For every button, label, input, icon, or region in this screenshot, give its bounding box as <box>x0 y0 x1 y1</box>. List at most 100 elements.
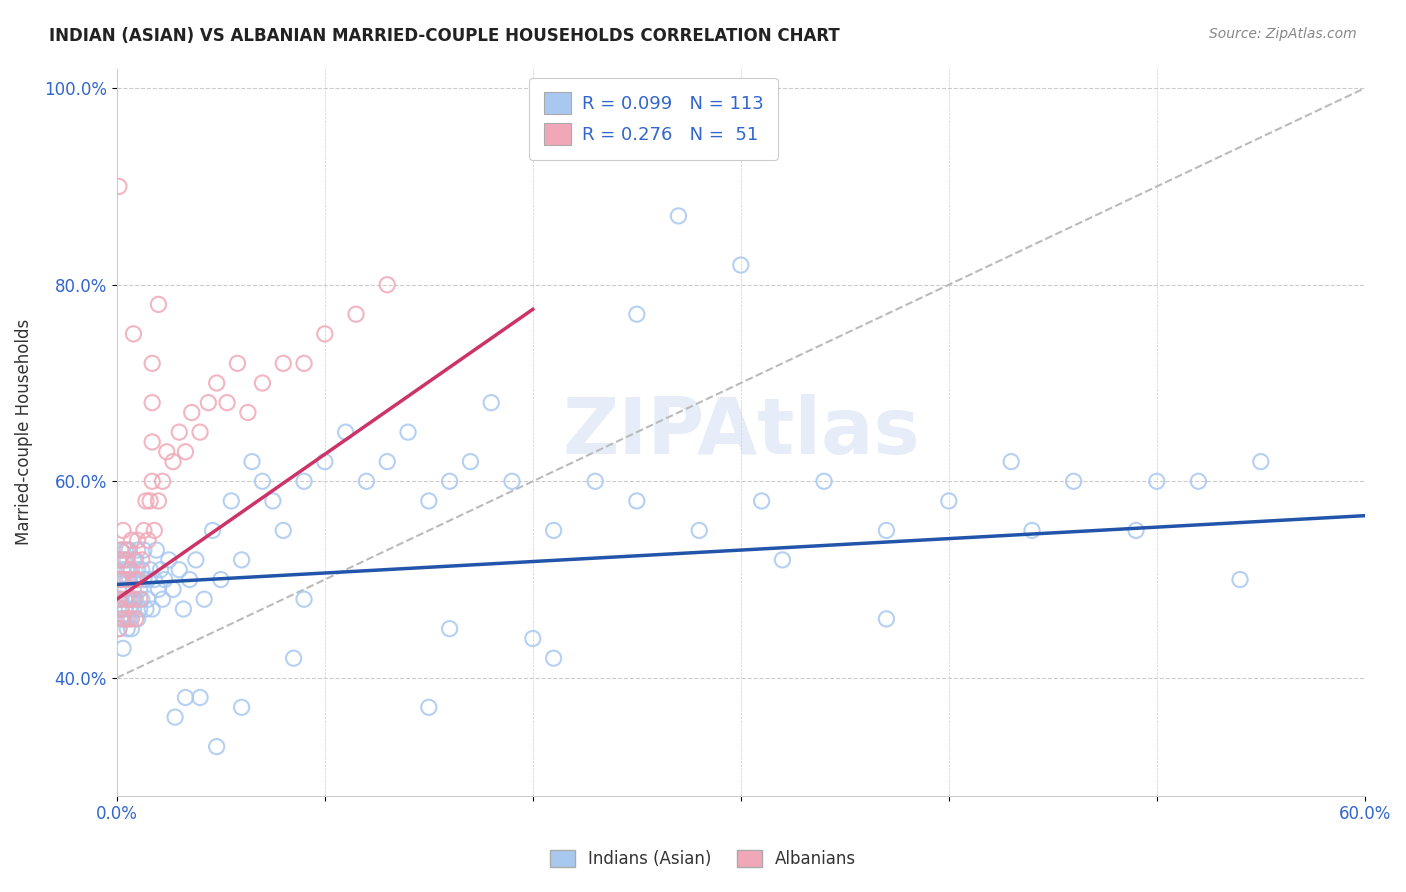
Point <box>162 455 184 469</box>
Point <box>626 494 648 508</box>
Point <box>252 475 274 489</box>
Point <box>201 524 224 538</box>
Point <box>132 524 155 538</box>
Text: ZIPAtlas: ZIPAtlas <box>562 394 920 470</box>
Point <box>127 612 149 626</box>
Point <box>141 475 163 489</box>
Point <box>356 475 378 489</box>
Point <box>1063 475 1085 489</box>
Point <box>128 602 150 616</box>
Point <box>114 582 136 597</box>
Point <box>1229 573 1251 587</box>
Point <box>668 209 690 223</box>
Point <box>938 494 960 508</box>
Point <box>132 543 155 558</box>
Point <box>335 425 357 439</box>
Point <box>1021 524 1043 538</box>
Point <box>375 455 398 469</box>
Point <box>131 553 153 567</box>
Point <box>174 690 197 705</box>
Point <box>120 612 142 626</box>
Point <box>112 553 135 567</box>
Point <box>1250 455 1272 469</box>
Point <box>143 573 166 587</box>
Point <box>439 622 461 636</box>
Point <box>1125 524 1147 538</box>
Point <box>135 494 157 508</box>
Point <box>122 573 145 587</box>
Point <box>1187 475 1209 489</box>
Point <box>193 592 215 607</box>
Point <box>118 563 141 577</box>
Point <box>314 455 336 469</box>
Point <box>148 297 170 311</box>
Point <box>583 475 606 489</box>
Point <box>209 573 232 587</box>
Point <box>156 444 179 458</box>
Point <box>813 475 835 489</box>
Point <box>543 524 565 538</box>
Point <box>120 563 142 577</box>
Point <box>875 612 897 626</box>
Point <box>751 494 773 508</box>
Point <box>375 277 398 292</box>
Point <box>219 494 242 508</box>
Point <box>131 563 153 577</box>
Point <box>153 573 176 587</box>
Point <box>143 524 166 538</box>
Y-axis label: Married-couple Households: Married-couple Households <box>15 319 32 545</box>
Point <box>108 622 131 636</box>
Point <box>114 573 136 587</box>
Point <box>128 592 150 607</box>
Point <box>292 356 315 370</box>
Point <box>180 405 202 419</box>
Point <box>118 543 141 558</box>
Point <box>108 573 131 587</box>
Point <box>110 612 132 626</box>
Point <box>114 543 136 558</box>
Point <box>127 563 149 577</box>
Point <box>157 553 180 567</box>
Point <box>501 475 523 489</box>
Point <box>108 553 131 567</box>
Point <box>167 563 190 577</box>
Point <box>167 425 190 439</box>
Point <box>152 592 174 607</box>
Point <box>141 602 163 616</box>
Point <box>115 592 138 607</box>
Point <box>418 494 440 508</box>
Point <box>188 690 211 705</box>
Point <box>122 602 145 616</box>
Point <box>115 543 138 558</box>
Point <box>236 405 259 419</box>
Point <box>122 326 145 341</box>
Point <box>127 543 149 558</box>
Point <box>226 356 249 370</box>
Point <box>460 455 482 469</box>
Point <box>115 553 138 567</box>
Point <box>110 602 132 616</box>
Point <box>205 376 228 390</box>
Point <box>136 533 159 548</box>
Point <box>136 573 159 587</box>
Point <box>141 434 163 449</box>
Point <box>115 622 138 636</box>
Point <box>115 563 138 577</box>
Point <box>626 307 648 321</box>
Point <box>141 395 163 409</box>
Point <box>115 612 138 626</box>
Point <box>120 592 142 607</box>
Point <box>118 573 141 587</box>
Point <box>115 573 138 587</box>
Point <box>231 553 253 567</box>
Point <box>344 307 367 321</box>
Point <box>118 592 141 607</box>
Point <box>124 612 146 626</box>
Text: INDIAN (ASIAN) VS ALBANIAN MARRIED-COUPLE HOUSEHOLDS CORRELATION CHART: INDIAN (ASIAN) VS ALBANIAN MARRIED-COUPL… <box>49 27 839 45</box>
Point <box>396 425 419 439</box>
Point <box>135 602 157 616</box>
Point <box>439 475 461 489</box>
Point <box>139 494 162 508</box>
Point <box>205 739 228 754</box>
Point <box>128 582 150 597</box>
